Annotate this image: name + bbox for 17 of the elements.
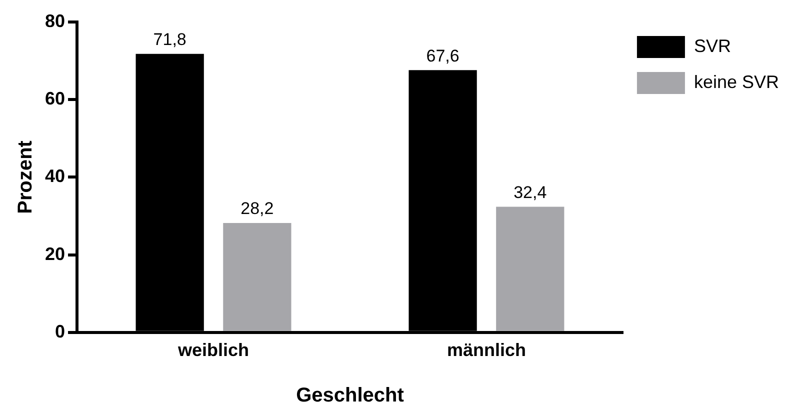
x-axis-title: Geschlecht [296,384,404,407]
legend-label: SVR [694,36,731,56]
x-tick-label: männlich [446,340,526,360]
y-axis-title: Prozent [14,140,37,214]
data-label: 32,4 [514,182,547,202]
data-label: 71,8 [153,30,186,50]
legend-label: keine SVR [694,72,780,92]
x-tick-label: weiblich [177,340,250,360]
y-tick-label: 20 [44,244,66,264]
y-tick-label: 80 [44,10,66,31]
y-tick-label: 0 [55,321,66,342]
data-label: 28,2 [240,199,274,218]
bar [223,222,292,331]
data-label: 67,6 [426,46,460,66]
bar [496,206,564,331]
y-tick-label: 60 [44,88,66,109]
y-tick-label: 40 [44,166,66,186]
